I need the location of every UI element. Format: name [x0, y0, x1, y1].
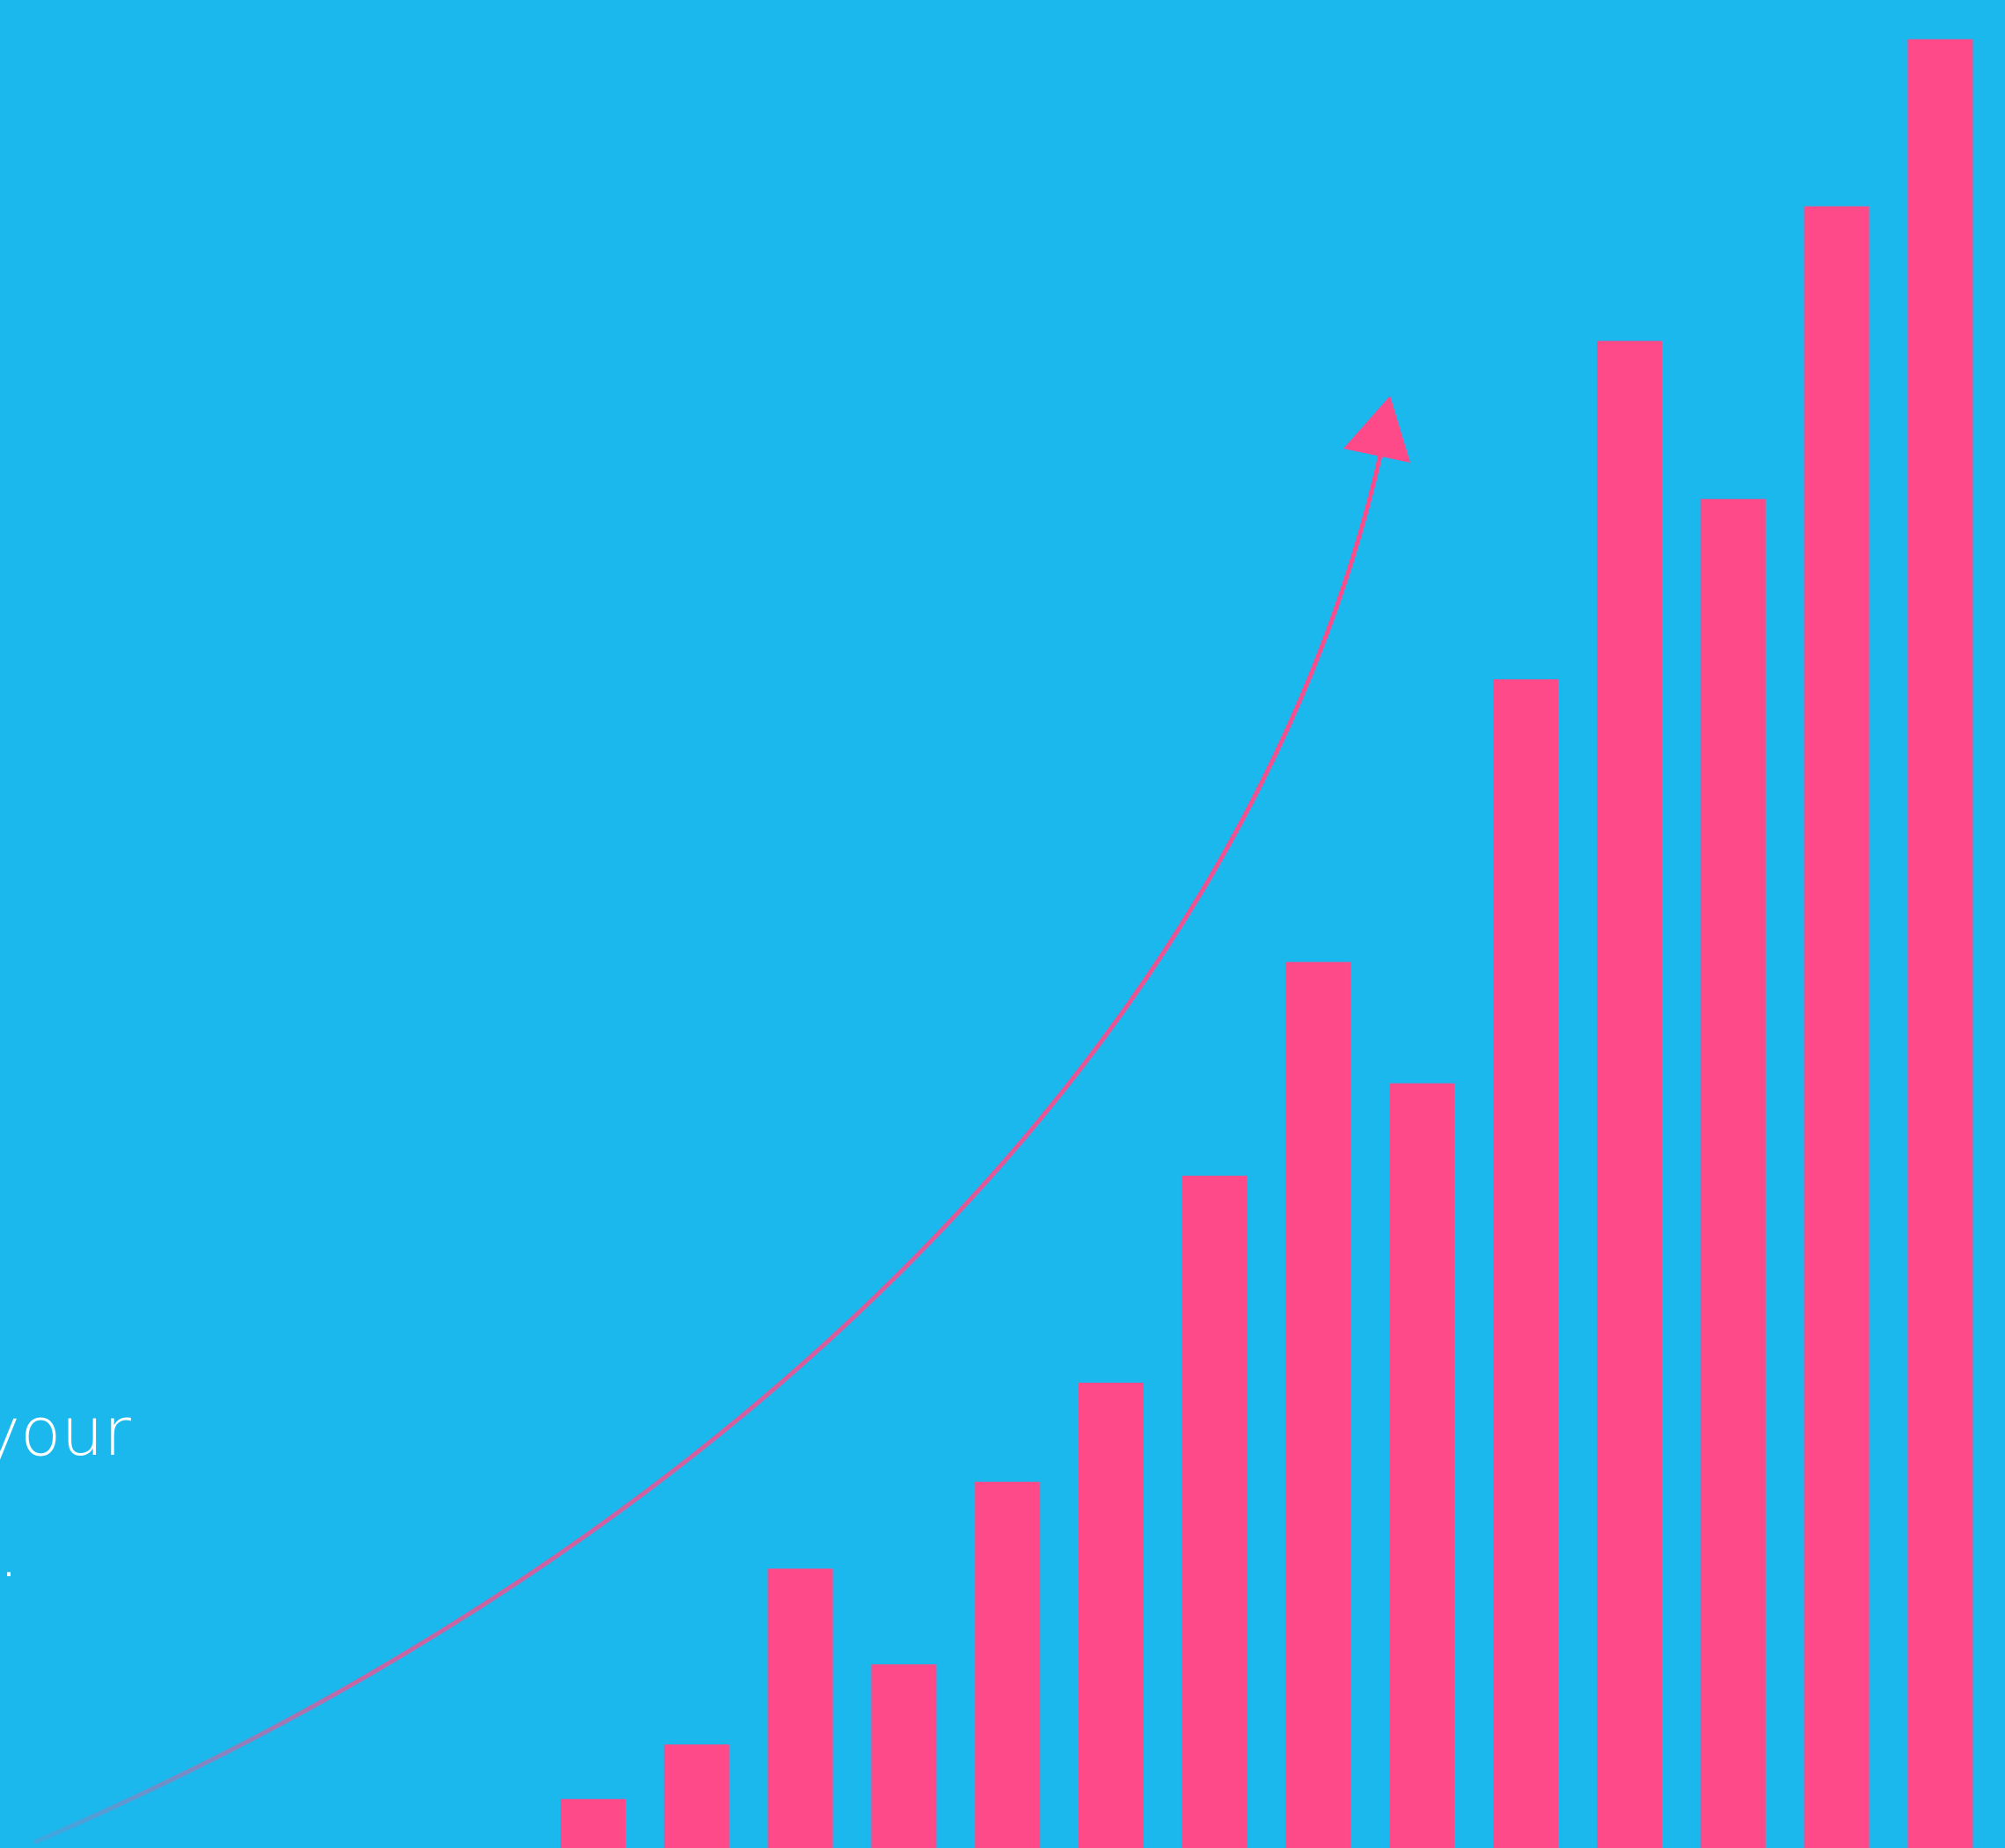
trend-arrow-line [33, 449, 1384, 1844]
trend-arrow-icon [33, 396, 1410, 1844]
bars-group [560, 39, 1973, 1848]
bar-11 [1597, 340, 1662, 1848]
bar-5 [975, 1481, 1041, 1848]
trend-arrow-head [1343, 396, 1410, 463]
bar-8 [1285, 961, 1351, 1848]
text-fragment-line-2: . [0, 1514, 20, 1592]
bar-14 [1907, 39, 1973, 1848]
bar-7 [1182, 1175, 1248, 1848]
bar-9 [1389, 1083, 1455, 1848]
bar-13 [1804, 206, 1870, 1848]
bar-2 [663, 1744, 729, 1848]
text-fragment-line-1: your [0, 1392, 131, 1471]
bar-12 [1700, 499, 1766, 1848]
bar-10 [1493, 679, 1559, 1848]
bar-4 [871, 1664, 937, 1848]
bar-3 [767, 1568, 833, 1848]
text-fragment: your . [0, 1390, 229, 1596]
bar-1 [560, 1799, 626, 1848]
bar-6 [1079, 1383, 1144, 1848]
